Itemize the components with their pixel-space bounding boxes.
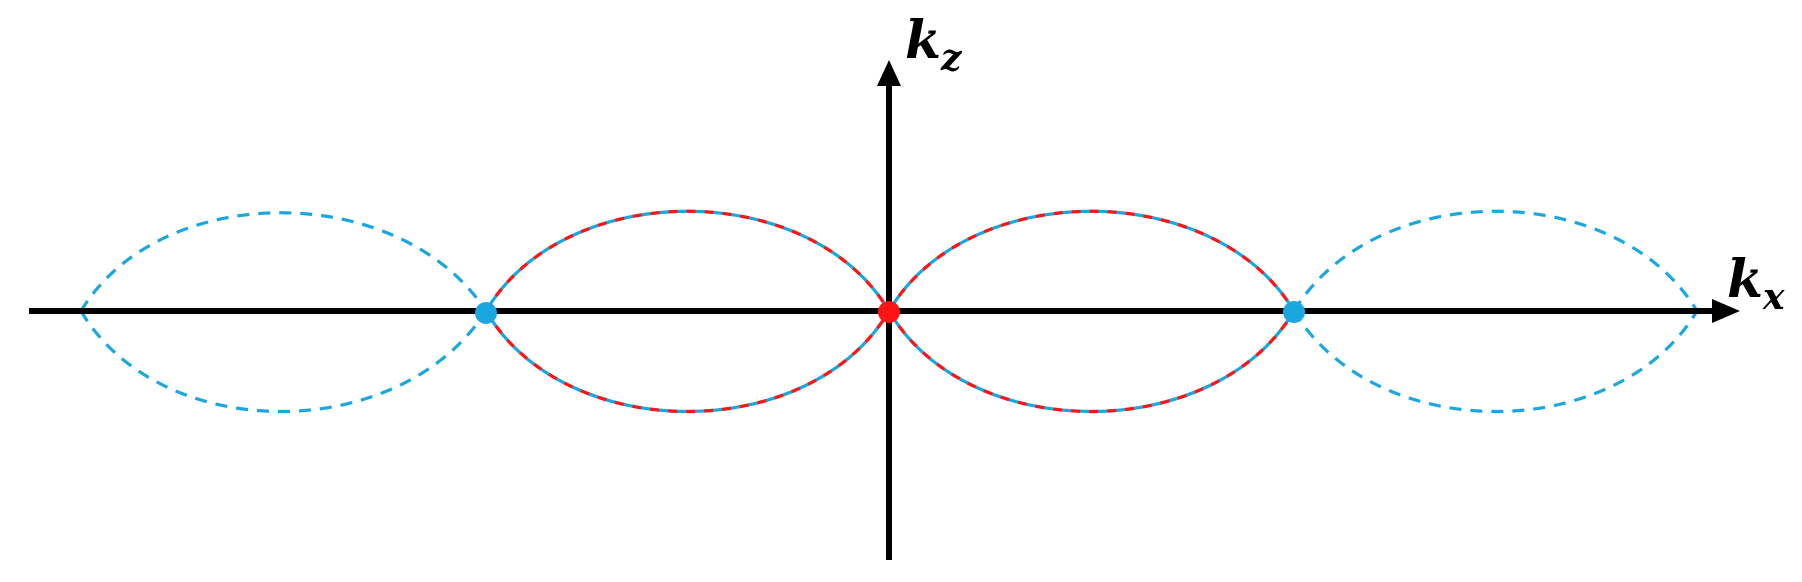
outer-left-lobe-upper [79, 211, 488, 312]
kz-label-sub: z [940, 37, 963, 79]
kz-label-main: k [905, 10, 941, 71]
outer-right-lobe-lower [1292, 310, 1699, 414]
inner-right-lobe-lower-dash [887, 310, 1296, 414]
kz-axis-label: kz [905, 10, 963, 79]
kx-label-main: k [1727, 249, 1763, 310]
inner-left-lobe-upper-dash [484, 209, 891, 312]
axis-points [475, 301, 1305, 324]
kz-axis-arrowhead [877, 60, 901, 86]
inner-right-lobe-upper-dash [887, 209, 1296, 312]
outer-left-lobe-lower [79, 310, 488, 414]
inner-left-lobe-lower-base [484, 310, 891, 414]
inner-left-lobe-upper-base [484, 209, 891, 312]
kx-label-sub: x [1762, 276, 1785, 318]
lobes [79, 209, 1699, 414]
kx-axis-label: kx [1727, 249, 1785, 318]
right-crossing-point [1283, 301, 1305, 323]
kx-axis-arrowhead [1712, 299, 1740, 323]
outer-right-lobe-upper [1292, 209, 1699, 312]
inner-left-lobe-lower-dash [484, 310, 891, 414]
inner-right-lobe-upper-base [887, 209, 1296, 312]
left-crossing-point [475, 302, 497, 324]
inner-right-lobe-lower-base [887, 310, 1296, 414]
origin-point [878, 301, 900, 323]
